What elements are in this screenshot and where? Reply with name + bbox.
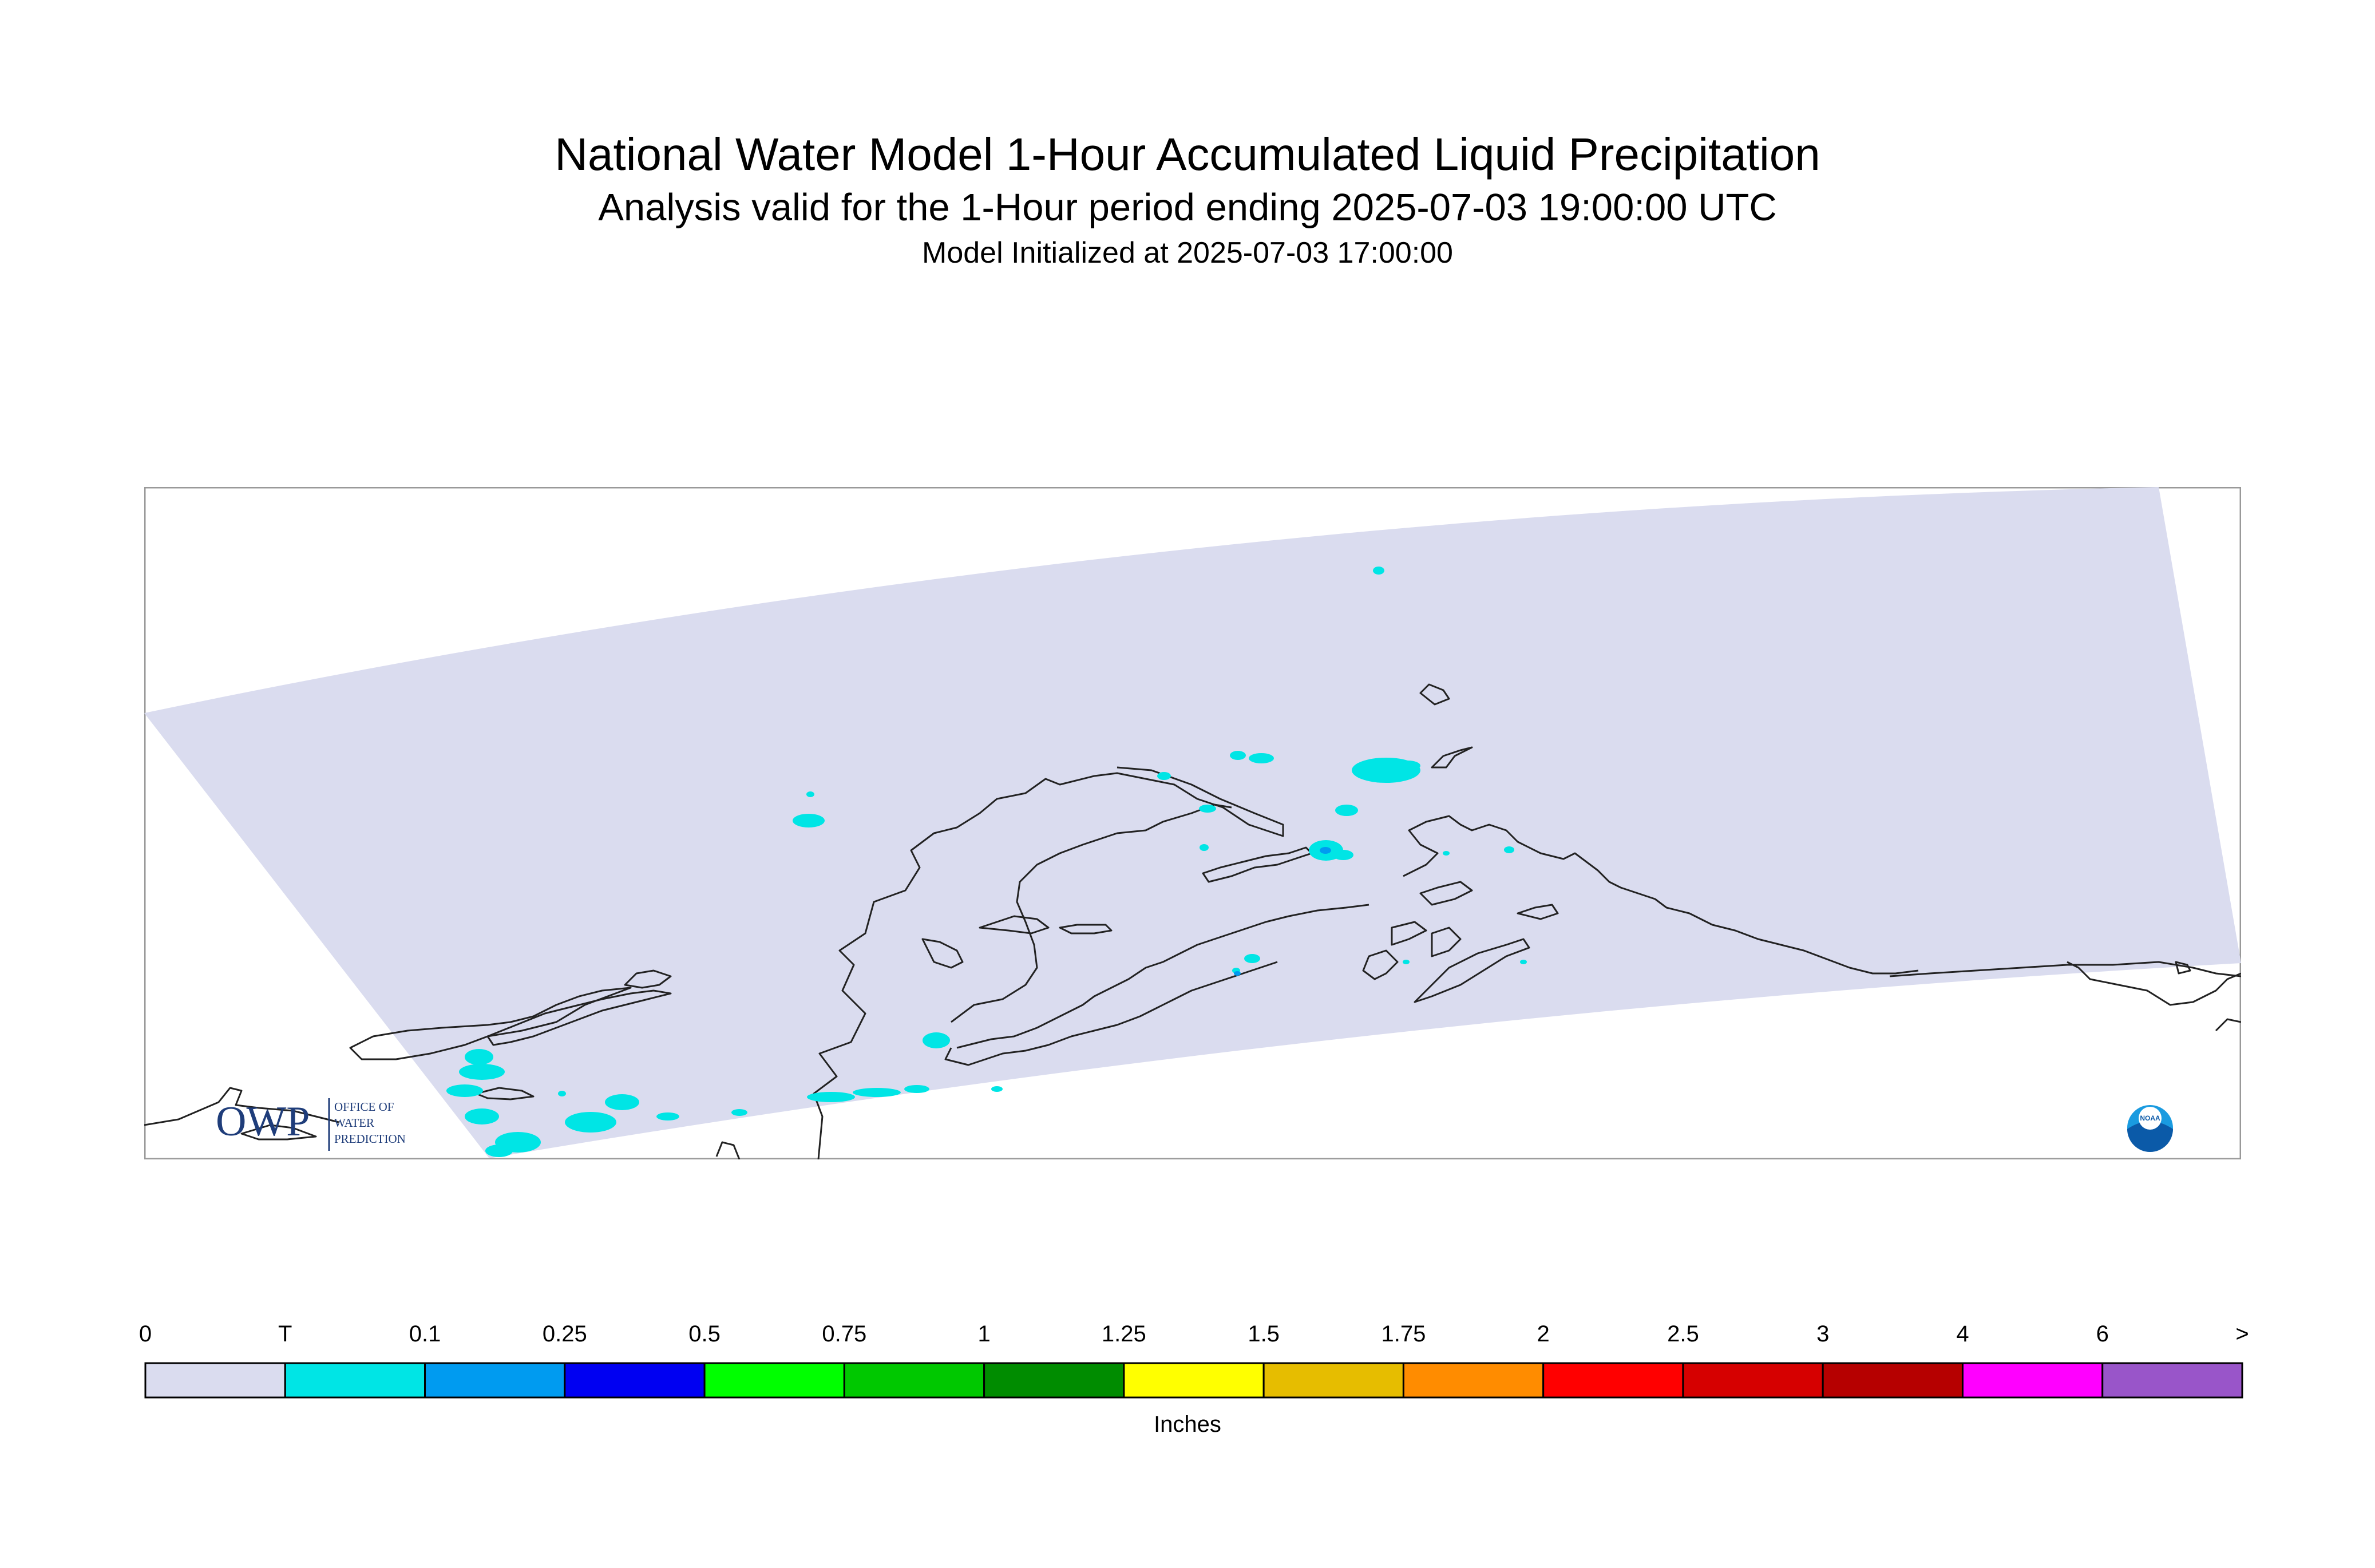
legend-tick-label: 0.25: [542, 1321, 587, 1347]
trace-precipitation: [446, 567, 1527, 1157]
owp-logo-sub-2: WATER: [334, 1116, 374, 1130]
legend-tick-label: 1: [977, 1321, 991, 1347]
precipitation-map: OWP OFFICE OF WATER PREDICTION NOAA: [144, 487, 2241, 1159]
owp-logo-sub-3: PREDICTION: [334, 1132, 406, 1146]
legend-swatch: [1822, 1362, 1964, 1399]
legend-tick-label: 1.75: [1381, 1321, 1426, 1347]
owp-logo-text: OWP: [216, 1098, 310, 1145]
legend-tick-label: 1.25: [1101, 1321, 1146, 1347]
legend-tick-label: 0: [138, 1321, 152, 1347]
owp-logo-sub-1: OFFICE OF: [334, 1100, 394, 1114]
legend-tick-label: 2: [1537, 1321, 1550, 1347]
legend-swatch: [144, 1362, 286, 1399]
legend-tick-label: 0.75: [822, 1321, 867, 1347]
legend-tick-label: 1.5: [1248, 1321, 1280, 1347]
map-subtitle: Analysis valid for the 1-Hour period end…: [598, 186, 1777, 229]
legend-swatch: [843, 1362, 985, 1399]
legend-swatch: [1542, 1362, 1684, 1399]
precipitation-legend: 0 T 0.1 0.25 0.5 0.75 1 1.25 1.5 1.75 2 2.5 3 4 6 >: [114, 1308, 2266, 1456]
legend-tick-label: 6: [2096, 1321, 2109, 1347]
legend-swatch: [564, 1362, 706, 1399]
legend-swatch: [1402, 1362, 1545, 1399]
model-initialized: Model Initialized at 2025-07-03 17:00:00: [922, 236, 1453, 270]
legend-tick-label: 0.1: [409, 1321, 441, 1347]
legend-swatch: [284, 1362, 426, 1399]
owp-logo: OWP OFFICE OF WATER PREDICTION: [216, 1098, 406, 1151]
coastline: [144, 683, 2241, 1159]
legend-swatch: [1262, 1362, 1404, 1399]
legend-colorbar: [144, 1362, 2243, 1399]
legend-tick-label: 4: [1956, 1321, 1969, 1347]
legend-swatch: [424, 1362, 566, 1399]
legend-swatch: [1123, 1362, 1265, 1399]
legend-units: Inches: [1154, 1412, 1221, 1437]
legend-swatch: [1682, 1362, 1824, 1399]
noaa-logo: NOAA: [2127, 1105, 2173, 1152]
map-title: National Water Model 1-Hour Accumulated …: [555, 129, 1820, 180]
legend-tick-label: 2.5: [1667, 1321, 1699, 1347]
legend-tick-label: 3: [1816, 1321, 1830, 1347]
noaa-logo-text: NOAA: [2140, 1114, 2160, 1122]
legend-tick-label: >: [2235, 1321, 2249, 1347]
light-precipitation: [1234, 847, 1331, 976]
legend-swatch: [983, 1362, 1125, 1399]
legend-tick-label: T: [278, 1321, 292, 1347]
legend-tick-label: 0.5: [688, 1321, 721, 1347]
legend-swatch: [703, 1362, 845, 1399]
legend-swatch: [2101, 1362, 2243, 1399]
model-domain: [144, 487, 2241, 1158]
legend-swatch: [1961, 1362, 2104, 1399]
